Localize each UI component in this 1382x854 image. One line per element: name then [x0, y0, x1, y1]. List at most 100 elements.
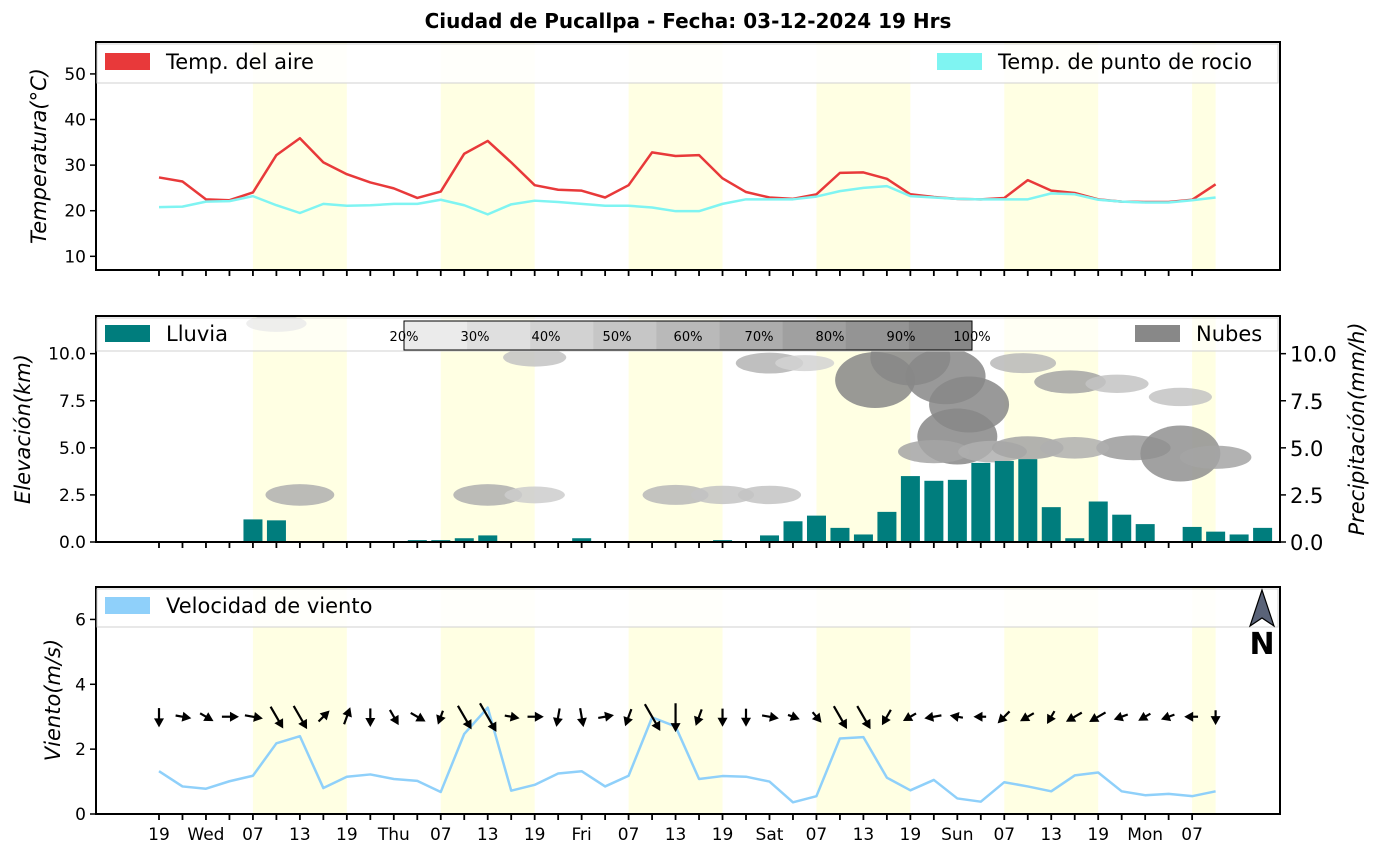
dew-point-line [158, 184, 1216, 216]
rain-bar [900, 476, 920, 542]
legend-swatch-clouds [1135, 325, 1180, 342]
wind-direction-arrow [1047, 710, 1056, 725]
colorbar-step [404, 321, 468, 350]
precip-ytick-label: 2.5 [1290, 484, 1323, 508]
precipitation-axes-frame [95, 315, 1281, 543]
elevation-ytick-label: 5.0 [59, 439, 86, 459]
colorbar-step [467, 321, 531, 350]
colorbar-step [530, 321, 594, 350]
cloud-blob [991, 436, 1064, 460]
wind-direction-arrow [1089, 711, 1107, 722]
wind-direction-arrow [365, 708, 376, 727]
rain-bar [1041, 507, 1061, 542]
wind-direction-arrow [598, 711, 614, 722]
colorbar-label: 80% [816, 330, 845, 345]
wind-ytick-label: 2 [75, 740, 86, 760]
x-tick-label: Mon [1127, 825, 1163, 845]
wind-direction-arrow [717, 708, 728, 727]
colorbar-label: 40% [532, 330, 561, 345]
legend-label-wind: Velocidad de viento [166, 594, 372, 618]
temperature-ytick-label: 20 [64, 202, 86, 222]
x-tick-label: Wed [187, 825, 224, 845]
rain-bar [1135, 524, 1155, 542]
colorbar-label: 70% [745, 330, 774, 345]
wind-direction-arrow [410, 711, 426, 722]
wind-direction-arrow [856, 705, 871, 730]
temperature-axes-frame [95, 41, 1281, 271]
wind-direction-arrow [244, 711, 263, 722]
temperature-ylabel: Temperatura(°C) [27, 68, 51, 244]
colorbar-label: 50% [603, 330, 632, 345]
rain-bar [1018, 459, 1038, 542]
rain-bar [971, 462, 991, 542]
rain-bar [806, 515, 826, 542]
temperature-ytick-label: 10 [64, 247, 86, 267]
wind-direction-arrow [1065, 711, 1083, 722]
x-tick-label: 07 [242, 825, 264, 845]
x-tick-label: 07 [1181, 825, 1203, 845]
wind-direction-arrow [1113, 711, 1129, 722]
colorbar-step [593, 321, 657, 350]
colorbar-label: 60% [674, 330, 703, 345]
temperature-ytick-label: 40 [64, 111, 86, 131]
cloud-cover-colorbar: 20% 30% 40% 50% 60% 70% 80% 90% 100% [390, 320, 991, 351]
rain-bar [1088, 501, 1108, 542]
wind-direction-arrow [292, 705, 308, 730]
rain-bar [243, 519, 263, 542]
x-tick-label: 13 [665, 825, 687, 845]
wind-direction-arrow [504, 711, 520, 722]
wind-legend: Velocidad de viento [96, 588, 1279, 628]
rain-bar [947, 479, 967, 542]
wind-direction-arrow [221, 711, 239, 722]
wind-direction-arrow [388, 709, 399, 726]
wind-direction-arrow [175, 711, 192, 722]
x-tick-label: 19 [1087, 825, 1109, 845]
legend-swatch-wind [105, 597, 150, 614]
wind-speed-line [158, 706, 1216, 804]
cloud-blob [1148, 387, 1212, 407]
x-axis-ticks: 19 Wed 07 13 19 Thu 07 13 19 Fri 07 13 19 Sat 07 13 19 Su… [148, 270, 1203, 845]
cloud-blob [990, 353, 1057, 374]
wind-direction-arrow [552, 708, 563, 727]
cloud-blob [504, 486, 565, 504]
colorbar-step [908, 321, 973, 350]
colorbar-step [719, 321, 784, 350]
daylight-band [1192, 42, 1216, 270]
legend-label-dew-point: Temp. de punto de rocio [997, 50, 1252, 74]
temperature-ytick-label: 50 [64, 65, 86, 85]
wind-direction-arrow [527, 711, 544, 722]
wind-ylabel: Viento(m/s) [41, 639, 65, 761]
temperature-legend: Temp. del aire Temp. de punto de rocio [96, 43, 1279, 84]
cloud-blob [775, 355, 835, 372]
wind-direction-arrow [623, 708, 633, 727]
wind-direction-arrow [949, 712, 964, 722]
wind-direction-arrow [902, 712, 917, 721]
legend-swatch-rain [105, 325, 150, 342]
precip-ytick-label: 10.0 [1290, 343, 1337, 367]
temperature-legend-box [96, 43, 1279, 84]
colorbar-step [656, 321, 721, 350]
x-tick-label: Sat [756, 825, 784, 845]
rain-bar [1253, 527, 1273, 542]
rain-bar [783, 521, 803, 542]
colorbar-label: 20% [390, 330, 419, 345]
wind-direction-arrow [199, 712, 214, 722]
rain-bar [760, 535, 780, 542]
colorbar-label: 100% [953, 330, 990, 345]
wind-direction-arrow [269, 706, 284, 729]
x-tick-label: 19 [712, 825, 734, 845]
rain-bar [478, 535, 498, 542]
daylight-band [1192, 316, 1216, 542]
wind-direction-arrow [1138, 711, 1151, 721]
wind-ytick-label: 4 [75, 675, 86, 695]
x-tick-label: 19 [148, 825, 170, 845]
air-temp-line [158, 136, 1217, 204]
precip-ytick-label: 7.5 [1290, 390, 1323, 414]
legend-swatch-air-temp [105, 53, 150, 70]
colorbar-step [845, 321, 910, 350]
wind-direction-arrow [1019, 712, 1035, 722]
wind-direction-arrow [694, 709, 704, 726]
legend-swatch-dew-point [937, 53, 982, 70]
cloud-blob [265, 484, 335, 506]
rain-bar [266, 520, 286, 542]
